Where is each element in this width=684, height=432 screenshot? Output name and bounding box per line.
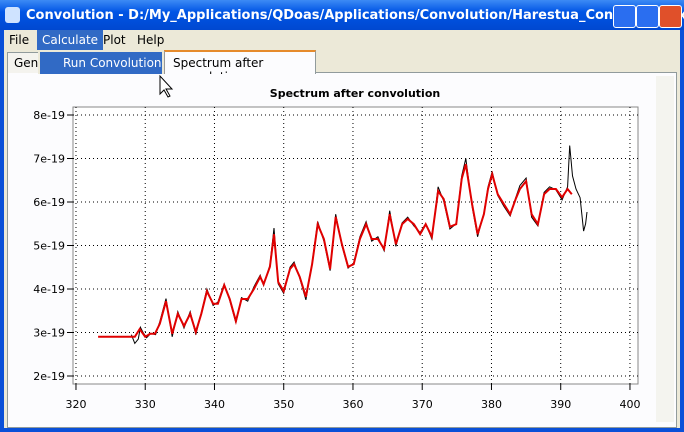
dropdown-menu: Run Convolution xyxy=(38,50,164,76)
tab[interactable]: Gen xyxy=(7,52,41,73)
x-tick-label: 340 xyxy=(204,398,225,411)
x-tick-label: 320 xyxy=(65,398,86,411)
y-tick-label: 4e-19 xyxy=(33,283,65,296)
menu-bar: File Calculate Plot Help xyxy=(4,30,680,50)
y-tick-label: 8e-19 xyxy=(33,109,65,122)
y-tick-label: 5e-19 xyxy=(33,240,65,253)
x-tick-label: 400 xyxy=(619,398,640,411)
x-tick-label: 330 xyxy=(135,398,156,411)
menu-action[interactable]: Run Convolution xyxy=(63,56,162,70)
plot: Spectrum after convolution 320 330 340 350 3… xyxy=(8,74,655,424)
x-tick-label: 390 xyxy=(550,398,571,411)
minimize-button[interactable] xyxy=(613,5,636,28)
close-button[interactable] xyxy=(659,5,682,28)
title-bar: Convolution - D:/My_Applications/QDoas/A… xyxy=(0,0,684,30)
x-tick-label: 360 xyxy=(342,398,363,411)
y-tick-label: 2e-19 xyxy=(33,370,65,383)
x-tick-label: 370 xyxy=(412,398,433,411)
window-title: Convolution - D:/My_Applications/QDoas/A… xyxy=(26,8,684,23)
series-line xyxy=(98,163,573,339)
plot-area xyxy=(72,106,639,385)
y-tick-label: 7e-19 xyxy=(33,153,65,166)
scrollbar[interactable] xyxy=(656,76,674,422)
chart-title: Spectrum after convolution xyxy=(270,87,440,100)
maximize-button[interactable] xyxy=(636,5,659,28)
x-tick-label: 350 xyxy=(273,398,294,411)
y-tick-label: 3e-19 xyxy=(33,326,65,339)
menu-item[interactable]: Help xyxy=(137,33,165,47)
menu-item[interactable]: File xyxy=(9,33,30,47)
tab-selected[interactable]: Spectrum after convolution xyxy=(160,50,316,84)
menu-item[interactable]: Calculate xyxy=(37,30,104,50)
x-tick-label: 380 xyxy=(481,398,502,411)
app-icon xyxy=(5,7,20,23)
tab-label: Gen xyxy=(14,56,39,70)
y-tick-label: 6e-19 xyxy=(33,196,65,209)
cursor xyxy=(159,74,174,98)
menu-item[interactable]: Plot xyxy=(103,33,126,47)
